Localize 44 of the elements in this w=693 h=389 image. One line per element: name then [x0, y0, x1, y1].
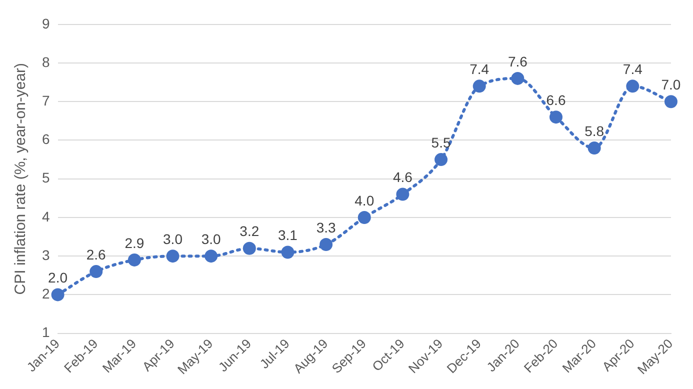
- y-tick-label: 1: [42, 324, 50, 340]
- data-label: 5.8: [584, 122, 604, 139]
- data-label: 6.6: [546, 92, 566, 108]
- y-tick-label: 9: [42, 15, 50, 32]
- y-tick-label: 2: [42, 286, 50, 302]
- point: [511, 72, 524, 85]
- point: [204, 250, 218, 263]
- data-label: 7.4: [622, 61, 643, 78]
- y-tick-label: 8: [42, 54, 50, 70]
- data-label: 7.6: [508, 53, 528, 70]
- point: [396, 188, 410, 201]
- data-label: 3.0: [201, 230, 222, 247]
- y-tick-label: 4: [42, 208, 50, 224]
- point: [358, 210, 371, 224]
- point: [626, 80, 640, 93]
- y-tick-label: 5: [42, 170, 50, 186]
- point: [320, 238, 333, 252]
- data-label: 3.2: [240, 223, 260, 240]
- y-tick-label: 7: [42, 92, 50, 108]
- data-label: 4.0: [354, 192, 374, 208]
- data-label: 2.9: [124, 234, 144, 251]
- y-tick-label: 3: [42, 246, 50, 263]
- point: [549, 110, 562, 124]
- y-axis-title: CPI inflation rate (%, year-on-year): [12, 62, 30, 295]
- data-label: 3.3: [316, 219, 336, 236]
- point: [90, 265, 103, 278]
- data-label: 4.6: [392, 169, 413, 186]
- point: [51, 288, 64, 302]
- point: [281, 246, 294, 259]
- data-label: 2.6: [86, 246, 106, 262]
- data-label: 2.0: [48, 270, 68, 286]
- point: [166, 250, 180, 263]
- y-tick-label: 6: [42, 131, 50, 148]
- point: [664, 95, 678, 108]
- data-label: 3.0: [163, 230, 183, 247]
- point: [128, 253, 141, 266]
- point: [242, 242, 256, 255]
- point: [472, 80, 486, 93]
- data-label: 7.0: [661, 76, 681, 92]
- point: [588, 141, 601, 154]
- data-label: 5.5: [431, 134, 451, 150]
- data-label: 3.1: [278, 227, 298, 244]
- point: [434, 153, 448, 166]
- data-label: 7.4: [470, 61, 490, 78]
